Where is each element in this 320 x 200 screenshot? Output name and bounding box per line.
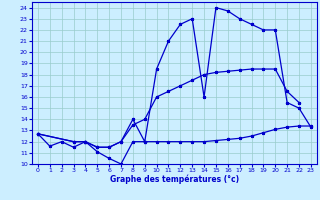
X-axis label: Graphe des températures (°c): Graphe des températures (°c) [110,175,239,184]
